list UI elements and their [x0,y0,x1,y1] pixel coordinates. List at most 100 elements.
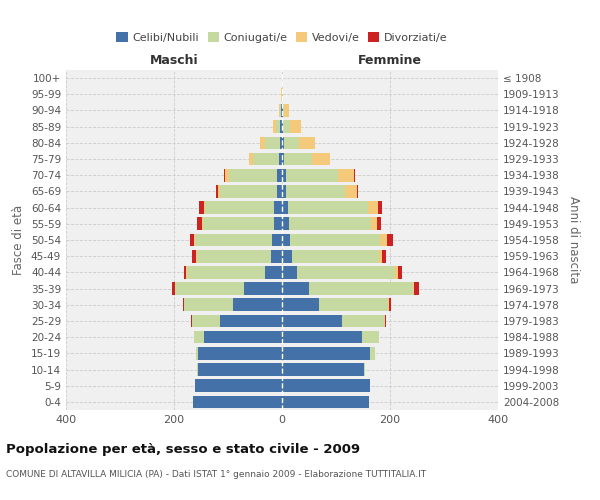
Bar [196,250,197,262]
Bar [280,152,282,166]
Bar [203,218,274,230]
Bar [319,298,388,311]
Bar [282,396,370,408]
Bar [172,282,175,295]
Bar [193,396,282,408]
Bar [356,185,358,198]
Bar [378,202,382,214]
Text: Popolazione per età, sesso e stato civile - 2009: Popolazione per età, sesso e stato civil… [6,442,360,456]
Bar [364,363,365,376]
Bar [205,202,274,214]
Bar [284,104,289,117]
Bar [198,363,282,376]
Bar [198,347,282,360]
Bar [229,169,277,181]
Bar [280,104,281,117]
Bar [371,218,377,230]
Bar [197,218,202,230]
Bar [280,136,282,149]
Bar [271,250,282,262]
Bar [354,169,355,181]
Bar [194,234,195,246]
Legend: Celibi/Nubili, Coniugati/e, Vedovi/e, Divorziati/e: Celibi/Nubili, Coniugati/e, Vedovi/e, Di… [112,28,452,48]
Bar [197,250,271,262]
Bar [398,266,403,278]
Bar [282,347,370,360]
Bar [368,202,378,214]
Bar [220,314,282,328]
Bar [282,136,284,149]
Bar [197,363,198,376]
Bar [284,136,299,149]
Bar [233,298,282,311]
Bar [362,331,379,344]
Bar [280,120,282,133]
Bar [387,234,393,246]
Bar [282,363,364,376]
Bar [249,152,253,166]
Bar [389,298,391,311]
Bar [244,282,282,295]
Bar [199,202,204,214]
Bar [265,266,282,278]
Bar [277,169,282,181]
Bar [194,331,204,344]
Bar [344,185,356,198]
Bar [283,104,284,117]
Bar [195,234,272,246]
Text: Femmine: Femmine [358,54,422,67]
Bar [224,169,225,181]
Y-axis label: Anni di nascita: Anni di nascita [568,196,580,284]
Bar [190,234,194,246]
Text: Maschi: Maschi [149,54,199,67]
Bar [282,298,319,311]
Bar [382,250,386,262]
Bar [274,218,282,230]
Bar [282,218,289,230]
Bar [385,314,386,328]
Bar [309,282,413,295]
Bar [282,185,286,198]
Bar [299,136,315,149]
Bar [312,152,329,166]
Bar [260,136,265,149]
Bar [282,202,289,214]
Bar [380,234,387,246]
Bar [274,202,282,214]
Bar [282,266,297,278]
Y-axis label: Fasce di età: Fasce di età [13,205,25,275]
Bar [286,185,344,198]
Bar [395,266,398,278]
Bar [379,250,382,262]
Bar [290,120,301,133]
Bar [202,218,203,230]
Bar [415,282,419,295]
Bar [338,169,354,181]
Bar [282,234,290,246]
Bar [282,380,370,392]
Bar [192,250,196,262]
Bar [282,88,283,101]
Bar [218,185,220,198]
Bar [413,282,415,295]
Bar [282,250,292,262]
Bar [204,331,282,344]
Bar [286,169,338,181]
Bar [182,298,184,311]
Bar [253,152,280,166]
Bar [388,298,389,311]
Bar [279,104,280,117]
Bar [290,234,380,246]
Bar [184,266,187,278]
Bar [272,234,282,246]
Bar [282,169,286,181]
Bar [370,347,376,360]
Bar [284,152,312,166]
Bar [343,314,385,328]
Bar [194,380,282,392]
Bar [289,202,368,214]
Bar [265,136,280,149]
Bar [292,250,379,262]
Bar [289,218,371,230]
Bar [215,185,218,198]
